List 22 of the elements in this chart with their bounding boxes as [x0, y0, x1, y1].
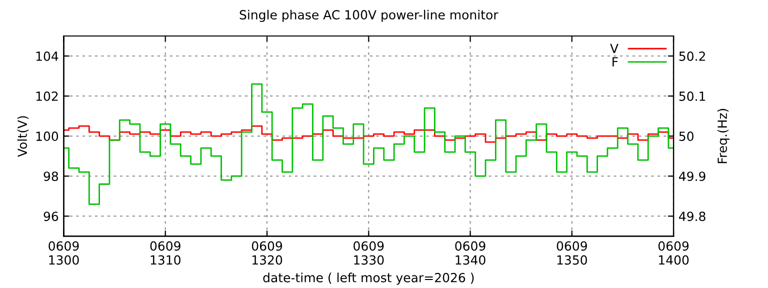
x-tick-label: 0609 1350 [556, 241, 587, 265]
y-axis-title: Volt(V) [17, 116, 29, 157]
x-tick-label: 0609 1310 [150, 241, 180, 265]
y2-tick-label: 50.2 [679, 51, 705, 61]
y-tick-label: 104 [36, 51, 58, 61]
y-tick-label: 98 [44, 172, 58, 182]
y-tick-label: 96 [44, 212, 58, 222]
y2-axis-title: Freq.(Hz) [717, 108, 730, 164]
y2-tick-label: 50.1 [679, 92, 706, 101]
y2-tick-label: 50 [679, 132, 694, 142]
x-tick-label: 0609 1330 [354, 241, 384, 265]
y-tick-label: 100 [36, 132, 58, 142]
legend-label: F [612, 57, 618, 66]
y-tick-label: 102 [36, 92, 58, 101]
y2-tick-label: 49.8 [679, 212, 706, 222]
y2-tick-label: 49.9 [679, 172, 706, 182]
x-tick-label: 0609 1300 [48, 241, 79, 265]
x-axis-title: date-time ( left most year=2026 ) [263, 272, 474, 285]
chart-title: Single phase AC 100V power-line monitor [240, 10, 498, 22]
x-tick-label: 0609 1340 [455, 241, 486, 265]
legend-label: V [610, 44, 618, 53]
x-tick-label: 0609 1400 [658, 241, 689, 265]
